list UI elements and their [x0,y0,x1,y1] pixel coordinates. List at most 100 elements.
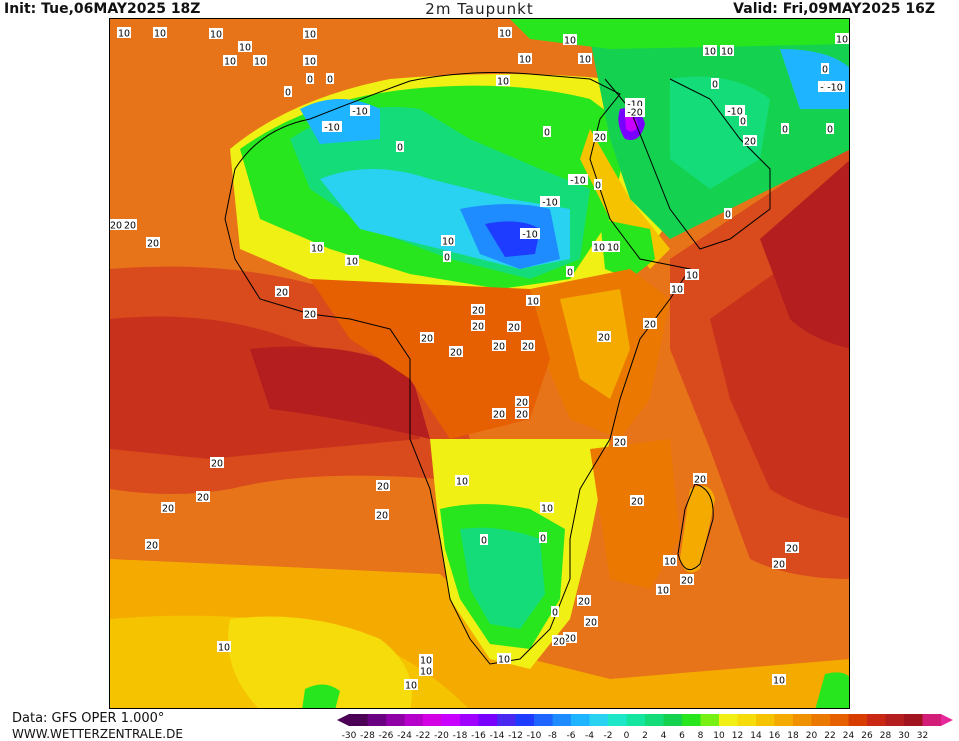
contour-label-bg [350,105,370,116]
legend-swatch [626,714,645,726]
legend-swatch [830,714,849,726]
legend-tick-label: 30 [898,731,910,741]
contour-label: 10 [593,243,605,254]
contour-label: 10 [671,285,683,296]
contour-label: 10 [721,47,733,58]
legend-tick-label: -26 [379,731,394,741]
central-africa [310,279,550,439]
contour-label: 20 [472,306,484,317]
contour-label: 10 [773,676,785,687]
contour-label: 10 [497,77,509,88]
legend-tick-label: 24 [843,731,855,741]
contour-label: 0 [595,181,601,192]
contour-label-bg [781,123,789,134]
contour-label-bg [345,255,359,266]
levant-cyan [780,49,849,109]
contour-label-bg [419,654,433,665]
contour-label-bg [597,331,611,342]
contour-label: 0 [712,80,718,91]
madagascar-coast [677,483,714,571]
contour-label-bg [498,27,512,38]
contour-label-bg [526,295,540,306]
legend-tick-label: -30 [342,731,357,741]
contour-label: 0 [397,143,403,154]
arabia-teal [670,76,770,189]
contour-label-bg [785,542,799,553]
contour-label-bg [238,41,252,52]
legend-tick-label: 22 [824,731,835,741]
contour-label: 20 [598,333,610,344]
contour-label: 10 [498,655,510,666]
contour-label-bg [680,574,694,585]
contour-label: 20 [631,497,643,508]
contour-label-bg [711,78,719,89]
contour-label: 0 [827,125,833,136]
contour-label-bg [375,509,389,520]
contour-label-bg [443,251,451,262]
valid-time: Valid: Fri,09MAY2025 16Z [733,1,935,17]
contour-label: 10 [519,55,531,66]
contour-label-bg [739,115,747,126]
legend-tick-label: -6 [567,731,576,741]
legend-tick-label: -8 [548,731,557,741]
contour-label: 20 [522,342,534,353]
contour-label: 10 [836,35,848,46]
contour-label: 10 [564,36,576,47]
contour-label: 10 [664,557,676,568]
contour-label-bg [551,606,559,617]
contour-label-bg [520,228,540,239]
legend-tick-label: 10 [713,731,725,741]
contour-label: 20 [681,576,693,587]
legend-swatch [349,714,368,726]
contour-label-bg [209,28,223,39]
contour-label: 10 [118,29,130,40]
legend-tick-label: 28 [880,731,892,741]
contour-label: 20 [644,320,656,331]
legend-arrow-left [337,714,349,726]
contour-label-bg [507,321,521,332]
contour-label: 20 [124,221,136,232]
contour-label: 20 [110,221,122,232]
contour-label: 10 [420,667,432,678]
contour-label: 10 [154,29,166,40]
legend-tick-label: -16 [471,731,486,741]
contour-label-bg [772,558,786,569]
contour-label: 10 [420,656,432,667]
contour-label-bg [471,304,485,315]
contour-label-bg [471,320,485,331]
legend-swatch [867,714,886,726]
contour-label-bg [303,308,317,319]
contour-label-bg [284,86,292,97]
contour-label-bg [703,45,717,56]
legend-tick-label: 12 [732,731,743,741]
legend-swatch [423,714,442,726]
contour-label: 20 [516,410,528,421]
gulf-of-guinea [250,346,430,439]
legend-arrow-right [941,714,953,726]
contour-label: 10 [218,643,230,654]
contour-label: -10 [324,123,340,134]
contour-label-bg [326,73,334,84]
legend-swatch [386,714,405,726]
contour-label-bg [480,534,488,545]
contour-label: 0 [327,75,333,86]
map-title: 2m Taupunkt [425,0,534,18]
contour-label-bg [376,480,390,491]
legend-swatch [793,714,812,726]
contour-label-bg [563,34,577,45]
contour-label: 0 [285,88,291,99]
contour-label-bg [772,674,786,685]
contour-label-bg [449,346,463,357]
legend-swatch [700,714,719,726]
contour-label: 20 [614,438,626,449]
legend-swatch [774,714,793,726]
contour-label: 20 [450,348,462,359]
contour-label: 20 [508,323,520,334]
contour-label-bg [419,665,433,676]
contour-label-bg [303,28,317,39]
legend-swatch [404,714,423,726]
legend-tick-label: -24 [397,731,412,741]
contour-label: 20 [376,511,388,522]
contour-label-bg [322,121,342,132]
